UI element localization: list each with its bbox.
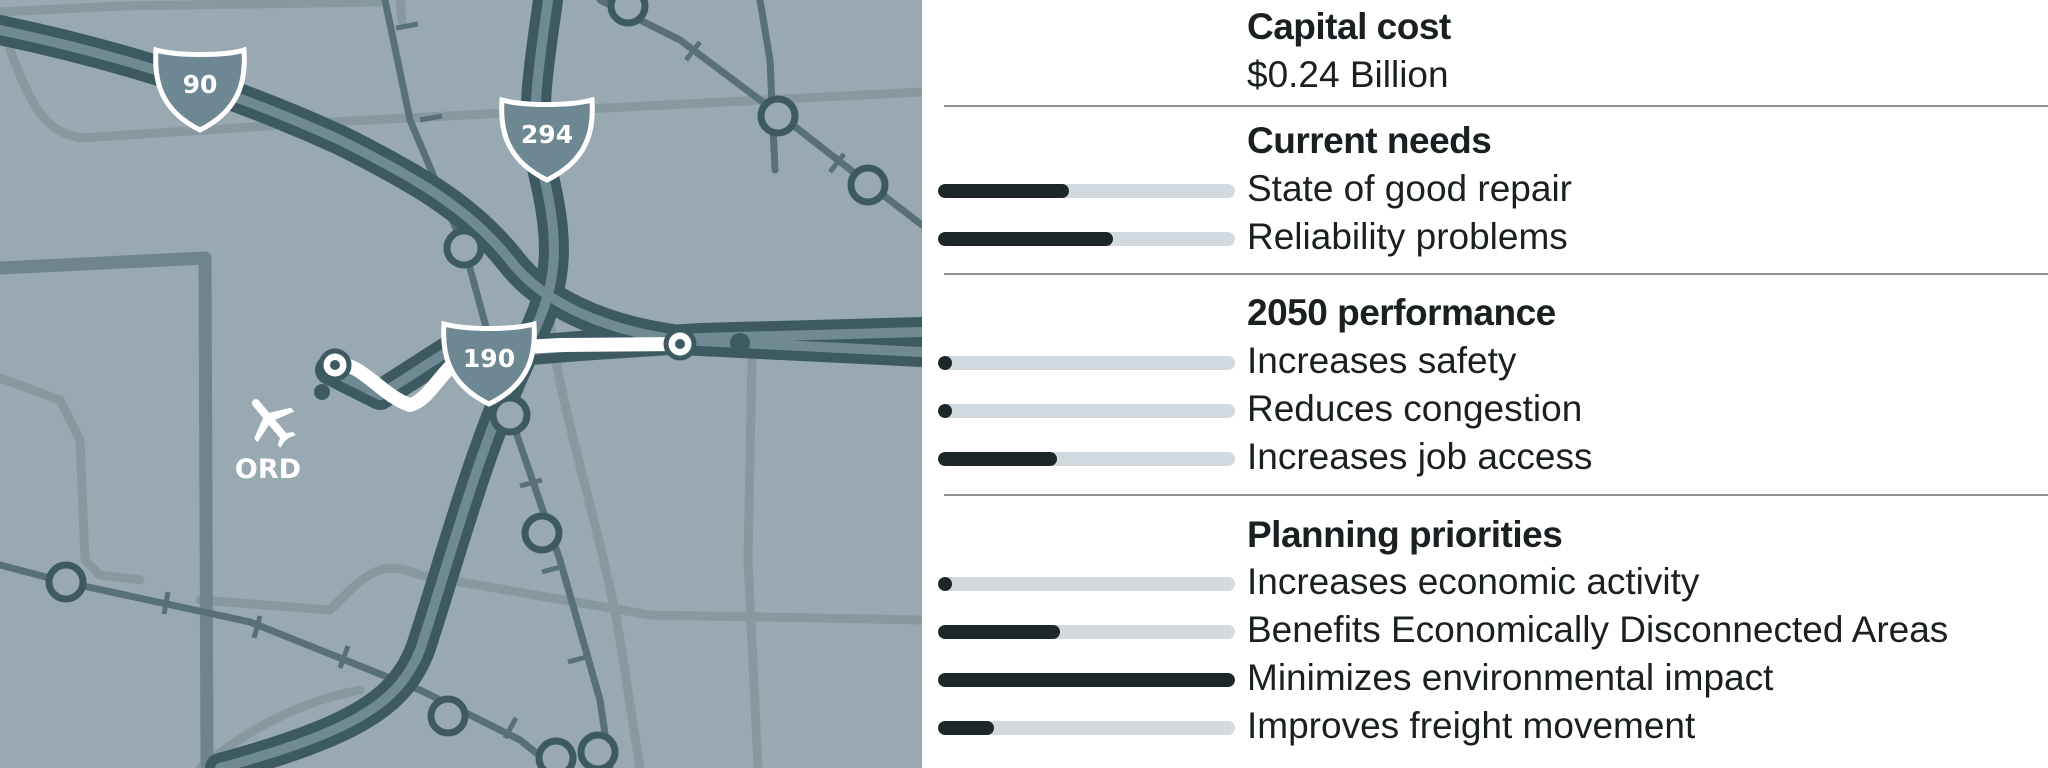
station <box>607 0 649 27</box>
highway-i90-fill <box>0 25 922 357</box>
score-bar-fill <box>938 625 1060 639</box>
shield-294-number: 294 <box>521 120 573 149</box>
score-bar-fill <box>938 452 1057 466</box>
station <box>521 512 563 554</box>
score-bar-track <box>938 356 1235 370</box>
score-bar-fill <box>938 673 1235 687</box>
county-road-line <box>0 251 214 768</box>
airplane-tail <box>277 431 296 448</box>
minor-road <box>195 685 365 768</box>
station <box>489 394 531 436</box>
metric-label: Reduces congestion <box>1247 388 1583 429</box>
rail-tick <box>395 21 419 31</box>
airplane-icon <box>251 399 296 448</box>
score-bar-track <box>938 452 1235 466</box>
score-bar-track <box>938 404 1235 418</box>
score-bar-track <box>938 625 1235 639</box>
score-bar-track <box>938 577 1235 591</box>
capital-cost-value: $0.24 Billion <box>1247 54 1449 95</box>
station <box>427 695 469 737</box>
score-bar-track <box>938 184 1235 198</box>
station <box>577 731 619 768</box>
route-node <box>730 333 750 353</box>
shield-190-number: 190 <box>463 344 515 373</box>
rail-tick <box>567 653 591 665</box>
rail-tick <box>541 563 565 575</box>
score-bar-fill <box>938 356 952 370</box>
project-route-end-dot <box>675 339 685 349</box>
shield-294-outline <box>499 96 595 183</box>
metric-label: Increases economic activity <box>1247 561 1700 602</box>
metric-label: Minimizes environmental impact <box>1247 657 1774 698</box>
county-road <box>0 251 214 768</box>
divider <box>944 273 2048 275</box>
rail-tick <box>251 615 263 639</box>
rail-tick <box>419 113 443 123</box>
score-bar-track <box>938 721 1235 735</box>
score-bar-fill <box>938 184 1069 198</box>
metric-label: Reliability problems <box>1247 216 1568 257</box>
rail-tick <box>161 591 171 615</box>
station <box>847 164 889 206</box>
shield-294: 294 <box>499 96 595 183</box>
minor-road <box>0 0 385 17</box>
score-bar-fill <box>938 404 952 418</box>
stations <box>45 0 889 768</box>
station <box>535 737 577 768</box>
minor-road <box>195 563 922 625</box>
station <box>45 561 87 603</box>
score-bar-track <box>938 673 1235 687</box>
planning-priorities-title: Planning priorities <box>1247 514 1563 555</box>
capital-cost-title: Capital cost <box>1247 6 1451 47</box>
shield-90-number: 90 <box>183 70 218 99</box>
map-svg: 90 294 190 ORD <box>0 0 922 768</box>
score-bar-fill <box>938 721 994 735</box>
divider <box>944 105 2048 107</box>
metric-label: Increases safety <box>1247 340 1517 381</box>
score-bar-track <box>938 232 1235 246</box>
airplane-wings <box>254 407 295 443</box>
station <box>443 227 485 269</box>
airport-label: ORD <box>235 454 301 485</box>
metric-label: Increases job access <box>1247 436 1593 477</box>
rail-tick <box>828 152 846 174</box>
metric-label: State of good repair <box>1247 168 1572 209</box>
rail-tick <box>502 716 519 740</box>
minor-road <box>0 373 145 585</box>
shield-90: 90 <box>153 46 247 133</box>
divider <box>944 494 2048 496</box>
metric-label: Improves freight movement <box>1247 705 1696 746</box>
shield-190: 190 <box>441 320 537 407</box>
current-needs-title: Current needs <box>1247 120 1492 161</box>
rail-tick <box>519 477 543 489</box>
performance-2050-title: 2050 performance <box>1247 292 1556 333</box>
minor-road <box>5 45 922 143</box>
score-bar-fill <box>938 232 1113 246</box>
rail-tick <box>684 40 702 62</box>
shield-90-outline <box>153 46 247 133</box>
shield-190-outline <box>441 320 537 407</box>
minor-road <box>395 0 407 25</box>
station <box>757 95 799 137</box>
score-bar-fill <box>938 577 952 591</box>
route-node <box>314 384 330 400</box>
map-panel: 90 294 190 ORD <box>0 0 922 768</box>
scorecard-panel: Capital cost $0.24 Billion Current needs… <box>922 0 2048 768</box>
minor-roads <box>0 0 922 768</box>
minor-road <box>743 355 763 768</box>
metric-label: Benefits Economically Disconnected Areas <box>1247 609 1949 650</box>
project-route-start-dot <box>330 360 340 370</box>
rail-tick <box>337 645 351 669</box>
